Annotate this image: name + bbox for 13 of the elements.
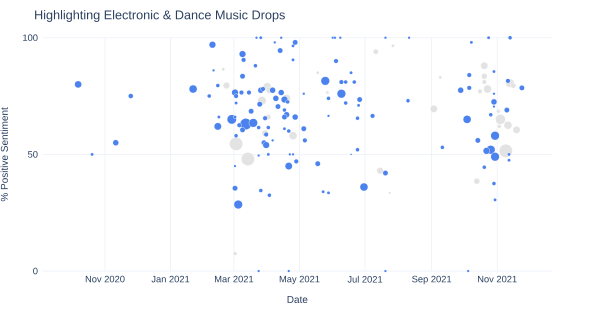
- y-tick-label: 50: [28, 151, 38, 158]
- y-tick-label: 0: [33, 268, 38, 274]
- y-tick-label: 100: [23, 34, 38, 42]
- x-tick-label: Nov 2020: [86, 276, 125, 282]
- x-tick-label: Jul 2021: [348, 276, 382, 283]
- x-tick-label: Mar 2021: [215, 276, 254, 282]
- x-tick-label: Sep 2021: [412, 276, 452, 284]
- chart-title: Highlighting Electronic & Dance Music Drops: [35, 10, 285, 22]
- x-axis-title: Date: [288, 296, 308, 304]
- x-tick-label: Jan 2021: [151, 276, 190, 282]
- x-tick-label: May 2021: [280, 276, 320, 284]
- y-axis-title: % Positive Sentiment: [0, 107, 8, 202]
- x-tick-label: Nov 2021: [478, 276, 517, 282]
